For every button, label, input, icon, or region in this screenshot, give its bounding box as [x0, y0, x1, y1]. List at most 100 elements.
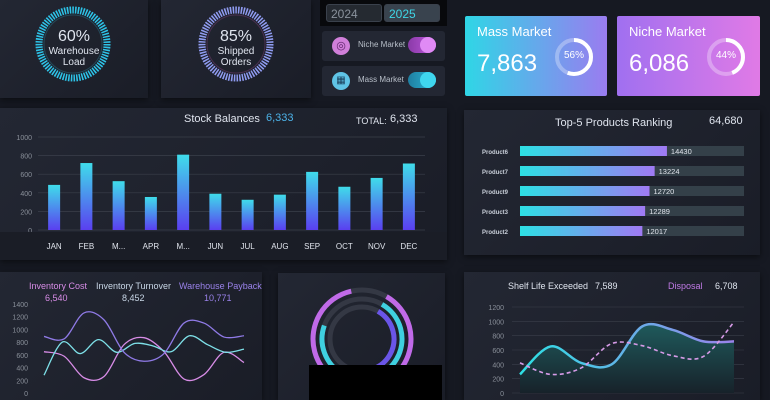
x-tick-label: JAN [47, 242, 62, 251]
x-tick-label: JUN [208, 242, 224, 251]
year-2025-button[interactable]: 2025 [384, 4, 440, 22]
y-tick-label: 0 [24, 391, 28, 398]
series-line [43, 335, 245, 376]
product-label: Product9 [482, 190, 509, 196]
store-icon: ▦ [332, 72, 350, 90]
bar [520, 226, 643, 236]
bar [48, 184, 61, 230]
y-tick-label: 200 [16, 378, 28, 385]
niche-market-card: Niche Market 6,086 44% [617, 16, 760, 96]
y-tick-label: 0 [28, 228, 32, 235]
mass-market-card: Mass Market 7,863 56% [465, 16, 607, 96]
y-tick-label: 600 [492, 348, 504, 355]
y-tick-label: 1200 [488, 305, 504, 312]
niche-market-switch[interactable] [408, 37, 436, 53]
x-tick-label: JUL [241, 242, 256, 251]
card-percent: 44% [715, 50, 736, 61]
bar [520, 186, 650, 196]
bar [241, 199, 254, 230]
gauge-value: 60% [57, 28, 91, 45]
disposal-line [519, 321, 735, 376]
bar [80, 163, 93, 230]
kpi-value: 8,452 [122, 293, 145, 303]
y-tick-label: 400 [20, 191, 32, 198]
x-tick-label: FEB [79, 242, 95, 251]
disposal-value: 6,708 [715, 281, 738, 291]
mass-market-switch[interactable] [408, 72, 436, 88]
y-tick-label: 400 [16, 366, 28, 373]
bar [520, 166, 655, 176]
year-2024-button[interactable]: 2024 [326, 4, 382, 22]
total-label: TOTAL: [356, 116, 387, 126]
gauge-ring [198, 6, 274, 82]
gauge-label: Shipped [217, 46, 255, 57]
y-tick-label: 0 [500, 391, 504, 398]
toggle-label: Niche Market [358, 40, 406, 49]
stock-bar-chart: 0 200 400 600 800 1000 JAN FEB M... APR M... JUN JUL… [0, 135, 447, 260]
top5-bar-chart: Product6 14430 Product7 13224 Product9 12720 P… [482, 146, 744, 236]
y-tick-label: 200 [20, 209, 32, 216]
card-percent: 56% [563, 50, 584, 61]
y-tick-label: 1000 [488, 319, 504, 326]
y-tick-label: 800 [492, 334, 504, 341]
bar [520, 146, 667, 156]
x-tick-label: NOV [368, 242, 386, 251]
kpi-value: 6,540 [45, 293, 68, 303]
shelf-area-chart: 0 200 400 600 800 1000 1200 [488, 305, 744, 398]
chart-title-value: 6,333 [266, 112, 294, 124]
total-value: 64,680 [709, 115, 743, 127]
y-tick-label: 400 [492, 362, 504, 369]
value-label: 12720 [654, 187, 675, 196]
total-value: 6,333 [390, 113, 418, 125]
x-tick-label: OCT [336, 242, 353, 251]
gauge-label: Load [62, 57, 86, 68]
value-label: 14430 [671, 147, 692, 156]
bar [402, 163, 415, 230]
gauge-label: Orders [220, 57, 252, 68]
y-tick-label: 1400 [12, 302, 28, 309]
chart-title: Top-5 Products Ranking [555, 117, 673, 129]
value-label: 12017 [646, 227, 667, 236]
stock-balances-panel: Stock Balances 6,333 TOTAL: 6,333 0 200 40… [0, 108, 447, 260]
x-tick-label: SEP [304, 242, 320, 251]
black-block [309, 365, 442, 400]
radial-panel [278, 273, 445, 400]
gauge-label: Warehouse [48, 46, 100, 57]
shelf-value: 7,589 [595, 281, 618, 291]
product-label: Product2 [482, 230, 509, 236]
niche-market-toggle-row: ◎ Niche Market [322, 31, 445, 61]
bar [177, 154, 190, 230]
product-label: Product7 [482, 170, 509, 176]
year-selector: 2024 2025 [320, 0, 447, 26]
bar [370, 177, 383, 230]
warehouse-load-gauge: 60% Warehouse Load [0, 0, 148, 98]
shelf-life-panel: Shelf Life Exceeded 7,589 Disposal 6,708… [464, 272, 760, 400]
x-tick-label: DEC [400, 242, 417, 251]
chart-title: Stock Balances [184, 113, 260, 125]
y-tick-label: 1000 [16, 135, 32, 142]
target-icon: ◎ [332, 37, 350, 55]
y-tick-label: 200 [492, 377, 504, 384]
gauge-ring [35, 6, 111, 82]
y-tick-label: 1200 [12, 315, 28, 322]
disposal-label: Disposal [668, 281, 703, 291]
shelf-label: Shelf Life Exceeded [508, 281, 589, 291]
shelf-life-line [519, 322, 735, 376]
bar [520, 206, 646, 216]
mass-market-toggle-row: ▦ Mass Market [322, 66, 445, 96]
series-line [43, 336, 245, 382]
x-tick-label: AUG [271, 242, 288, 251]
series-line [43, 311, 245, 362]
kpi-value: 10,771 [204, 293, 232, 303]
ring-value [327, 304, 397, 374]
y-tick-label: 600 [16, 353, 28, 360]
toggle-label: Mass Market [358, 75, 404, 84]
gauge-value: 85% [219, 28, 253, 45]
x-tick-label: APR [143, 242, 160, 251]
top5-panel: Top-5 Products Ranking 64,680 Product6 14… [464, 110, 760, 255]
card-title: Mass Market [477, 24, 552, 39]
bar [306, 171, 319, 230]
bar [338, 186, 351, 230]
x-tick-label: M... [176, 242, 189, 251]
bar [209, 193, 222, 230]
